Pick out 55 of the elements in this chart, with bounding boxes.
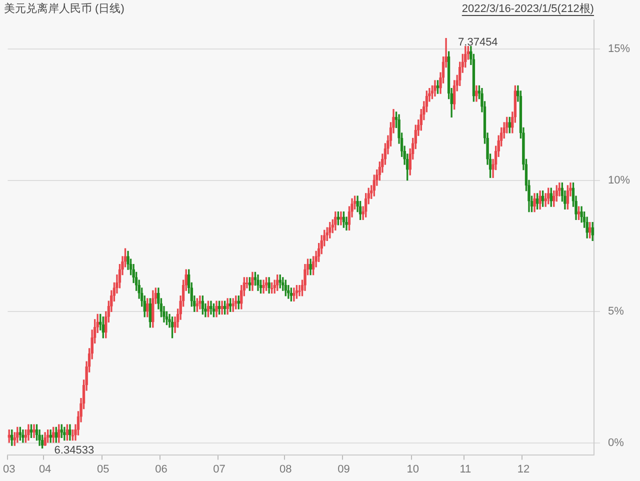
candlestick xyxy=(434,80,436,97)
candlestick xyxy=(262,280,265,294)
candlestick xyxy=(18,426,22,441)
annotation: 7.37454 xyxy=(458,36,498,48)
candlestick xyxy=(270,282,274,294)
y-tick-label: 5% xyxy=(608,306,624,318)
candlestick xyxy=(284,280,288,296)
candlestick xyxy=(206,300,210,318)
candlestick xyxy=(52,426,55,443)
candlestick xyxy=(475,85,478,102)
candlestick xyxy=(62,426,66,441)
candlestick xyxy=(22,430,24,443)
candlestick xyxy=(334,211,337,231)
candlestick xyxy=(508,116,512,134)
annotation: 6.34533 xyxy=(54,444,94,456)
x-tick-label: 12 xyxy=(517,463,530,476)
candlestick xyxy=(218,300,221,315)
y-tick-label: 15% xyxy=(608,42,630,55)
candlestick xyxy=(54,426,58,443)
candlestick xyxy=(215,300,218,318)
candlestick xyxy=(533,193,536,212)
candlestick xyxy=(292,288,296,302)
candlestick xyxy=(223,300,226,315)
x-tick-label: 07 xyxy=(213,463,226,476)
candlestick xyxy=(44,432,46,446)
x-tick-label: 08 xyxy=(280,463,292,476)
candlestick xyxy=(68,424,72,441)
candlestick xyxy=(16,426,19,443)
chart-title: 美元兑离岸人民币 (日线) xyxy=(4,2,124,16)
candlestick xyxy=(251,272,254,291)
candlestick xyxy=(30,424,33,438)
x-tick-label: 04 xyxy=(38,463,52,476)
candlestick xyxy=(210,300,212,315)
candlestick xyxy=(546,188,550,204)
candlestick xyxy=(32,424,36,438)
candlestick xyxy=(256,274,260,291)
y-tick-label: 10% xyxy=(608,174,630,186)
y-tick-label: 0% xyxy=(608,437,624,450)
candlestick xyxy=(340,211,342,226)
candlestick xyxy=(309,258,312,276)
candlestick xyxy=(198,296,202,310)
x-tick-label: 05 xyxy=(97,463,110,476)
x-tick-label: 06 xyxy=(155,463,168,476)
candlestick xyxy=(66,424,69,441)
candlestick xyxy=(538,190,542,210)
candlestick xyxy=(226,298,230,315)
candlestick xyxy=(27,424,30,441)
x-tick-label: 11 xyxy=(460,463,472,476)
candlestick xyxy=(220,300,224,315)
x-tick-label: 10 xyxy=(406,463,419,476)
x-tick-label: 03 xyxy=(2,463,16,476)
chart-subtitle: 2022/3/16-2023/1/5(212根) xyxy=(462,3,594,16)
candlestick xyxy=(60,424,64,438)
x-tick-label: 09 xyxy=(338,463,350,476)
candlestick xyxy=(148,298,152,328)
